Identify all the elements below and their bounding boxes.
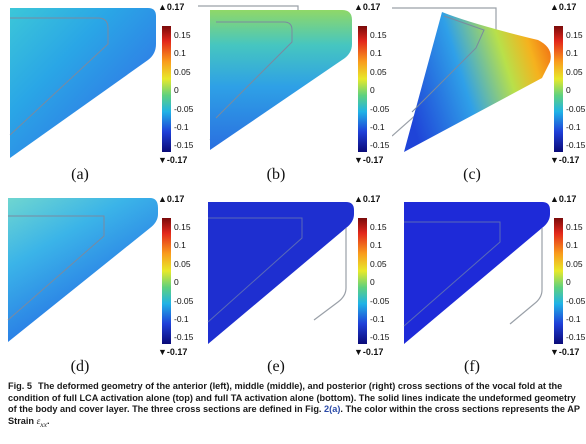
- panel-d: ▲0.17 ▼-0.17 0.15 0.1 0.05 0 -0.05 -0.1 …: [0, 192, 194, 382]
- caption-text-after: . The color within the cross sections re…: [8, 404, 580, 426]
- colorbar-max-label: ▲0.17: [158, 2, 185, 12]
- colorbar-min-label: ▼-0.17: [158, 347, 188, 357]
- colorbar-tick: 0: [566, 277, 571, 287]
- colorbar-tick: -0.05: [566, 296, 586, 306]
- colorbar-tick: 0: [370, 85, 375, 95]
- colorbar-tick: -0.15: [370, 332, 390, 342]
- colorbar-tick: 0.15: [566, 30, 583, 40]
- panel-b: ▲0.17 ▼-0.17 0.15 0.1 0.05 0 -0.05 -0.1 …: [196, 0, 390, 190]
- colorbar-tick: 0.15: [370, 222, 387, 232]
- panel-label: (b): [266, 166, 286, 183]
- colorbar-tick: -0.15: [370, 140, 390, 150]
- colorbar-tick: 0: [174, 85, 179, 95]
- colorbar-max-label: ▲0.17: [158, 194, 185, 204]
- colorbar-tick: -0.15: [566, 332, 586, 342]
- colorbar-tick: 0: [174, 277, 179, 287]
- colorbar-tick: -0.1: [174, 122, 189, 132]
- colorbar-tick: -0.05: [370, 296, 390, 306]
- caption-text: The deformed geometry of the anterior (l…: [8, 381, 576, 415]
- panel-label: (a): [71, 166, 89, 183]
- colorbar-tick: 0.1: [370, 48, 382, 58]
- figure-reference-link[interactable]: 2(a): [324, 404, 341, 415]
- colorbar-max-label: ▲0.17: [354, 194, 381, 204]
- cross-section-shape: [10, 8, 156, 158]
- panel-c: ▲0.17 ▼-0.17 0.15 0.1 0.05 0 -0.05 -0.1 …: [392, 0, 586, 190]
- colorbar-tick: 0: [370, 277, 375, 287]
- colorbar-max-label: ▲0.17: [550, 194, 577, 204]
- colorbar-tick: -0.1: [370, 314, 385, 324]
- colorbar-tick: 0.1: [566, 48, 578, 58]
- strain-subscript: xx: [40, 419, 48, 429]
- colorbar-tick: 0.15: [174, 30, 191, 40]
- colorbar-tick: 0: [566, 85, 571, 95]
- colorbar-tick: 0.1: [174, 48, 186, 58]
- colorbar-min-label: ▼-0.17: [354, 155, 384, 165]
- colorbar-min-label: ▼-0.17: [158, 155, 188, 165]
- colorbar-tick: 0.15: [370, 30, 387, 40]
- colorbar-tick: -0.05: [174, 104, 194, 114]
- panel-e: ▲0.17 ▼-0.17 0.15 0.1 0.05 0 -0.05 -0.1 …: [196, 192, 390, 382]
- cross-section-shape: [8, 198, 158, 342]
- colorbar-tick: -0.15: [174, 332, 194, 342]
- cross-section-shape: [210, 10, 352, 150]
- colorbar-tick: 0.1: [566, 240, 578, 250]
- colorbar-tick: -0.05: [174, 296, 194, 306]
- colorbar-tick: -0.05: [370, 104, 390, 114]
- strain-symbol: ε: [36, 415, 41, 426]
- colorbar-min-label: ▼-0.17: [550, 347, 580, 357]
- colorbar-tick: 0.1: [370, 240, 382, 250]
- cross-section-shape: [404, 12, 551, 152]
- colorbar-tick: -0.1: [370, 122, 385, 132]
- colorbar-max-label: ▲0.17: [354, 2, 381, 12]
- panel-a: ▲0.17 ▼-0.17 0.15 0.1 0.05 0 -0.05 -0.1 …: [0, 0, 194, 190]
- colorbar-tick: 0.05: [370, 259, 387, 269]
- cross-section-shape: [208, 202, 354, 344]
- colorbar-tick: -0.05: [566, 104, 586, 114]
- colorbar-tick: 0.05: [566, 67, 583, 77]
- colorbar-tick: -0.15: [174, 140, 194, 150]
- colorbar-tick: -0.15: [566, 140, 586, 150]
- cross-section-shape: [404, 202, 550, 344]
- colorbar-tick: 0.05: [174, 259, 191, 269]
- colorbar-tick: 0.05: [370, 67, 387, 77]
- colorbar-tick: 0.1: [174, 240, 186, 250]
- colorbar-tick: -0.1: [566, 122, 581, 132]
- colorbar-min-label: ▼-0.17: [550, 155, 580, 165]
- colorbar-tick: 0.05: [566, 259, 583, 269]
- panel-label: (e): [267, 358, 285, 375]
- colorbar-min-label: ▼-0.17: [354, 347, 384, 357]
- colorbar-max-label: ▲0.17: [550, 2, 577, 12]
- figure-number: Fig. 5: [8, 381, 32, 391]
- colorbar-tick: -0.1: [174, 314, 189, 324]
- colorbar-tick: 0.05: [174, 67, 191, 77]
- panel-label: (f): [464, 358, 480, 375]
- panel-f: ▲0.17 ▼-0.17 0.15 0.1 0.05 0 -0.05 -0.1 …: [392, 192, 586, 382]
- colorbar-tick: 0.15: [566, 222, 583, 232]
- colorbar-tick: -0.1: [566, 314, 581, 324]
- panel-label: (c): [463, 166, 481, 183]
- colorbar-tick: 0.15: [174, 222, 191, 232]
- figure-caption: Fig. 5 The deformed geometry of the anter…: [8, 381, 580, 429]
- panel-label: (d): [70, 358, 90, 375]
